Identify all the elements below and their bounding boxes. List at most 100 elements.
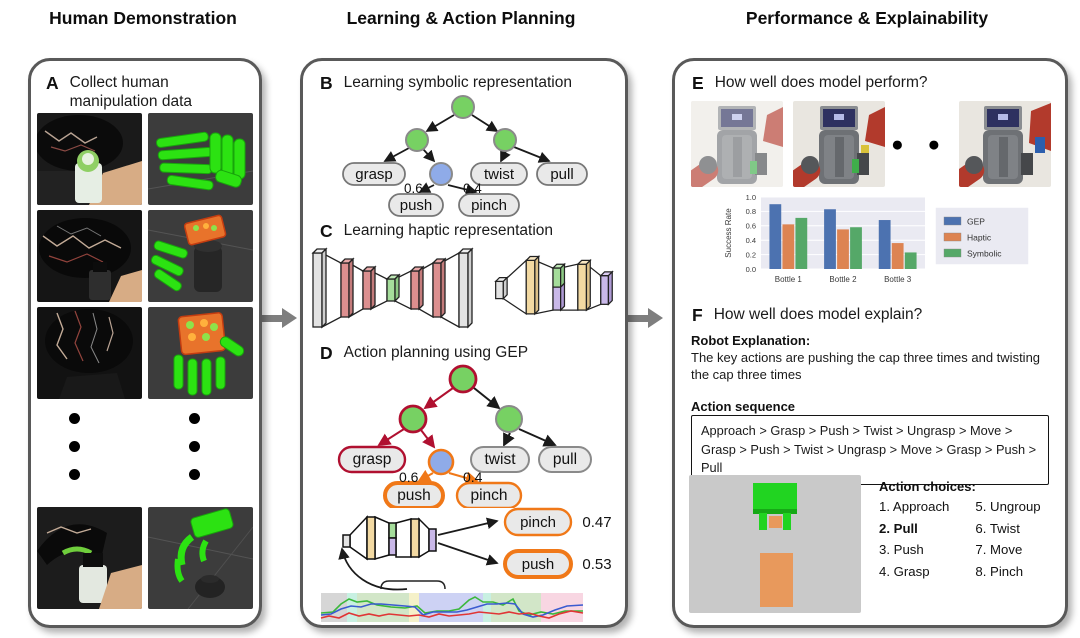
svg-text:push: push [400,197,433,214]
output-pill-pinch [503,507,573,537]
action-choice: 7. Move [975,542,1023,557]
section-f-letter: F [692,305,703,325]
column-header-performance-explainability: Performance & Explainability [745,8,989,28]
svg-text:1.0: 1.0 [746,193,756,202]
panel-learning-action-planning: B Learning symbolic representation grasp [300,58,628,628]
prob-right: 0.4 [463,469,483,485]
section-d-title: Action planning using GEP [343,344,529,361]
bottle-body [760,553,793,607]
tree-root-node [451,95,475,119]
action-choice: 1. Approach [879,499,950,514]
section-f-header: F How well does model explain? [692,305,922,325]
svg-text:Bottle 1: Bottle 1 [775,275,803,284]
svg-text:GEP: GEP [967,217,985,227]
svg-text:0.0: 0.0 [746,265,756,274]
pill-twist [470,162,528,186]
svg-text:grasp: grasp [355,166,393,183]
gep-prediction-figure: pinch 0.47 push 0.53 [320,507,612,622]
pill-pinch [458,193,520,217]
section-e-letter: E [692,73,704,93]
haptic-autoencoder-figure [311,247,474,329]
robot-explanation-heading: Robot Explanation: [691,333,811,348]
pill-pull [538,446,592,473]
action-choices-list: 1. Approach 2. Pull 3. Push 4. Grasp 5. … [879,499,1041,585]
svg-text:pinch: pinch [470,487,507,504]
tree-right-node [495,405,523,433]
tree-right-node [493,128,517,152]
svg-text:0.6: 0.6 [746,222,756,231]
photo-hand-skeleton-2 [148,210,253,302]
section-a-title: Collect human manipulation data [69,74,193,111]
output-value-push: 0.53 [582,556,611,573]
tree-root-node-highlighted [448,364,478,394]
photo-hand-skeleton-1 [148,113,253,205]
section-c-letter: C [320,221,333,241]
brace-icon [380,580,446,590]
photo-glove-bottle-4 [37,507,142,609]
photo-glove-bottle-1 [37,113,142,205]
prob-left: 0.6 [399,469,419,485]
pill-push-selected [383,481,445,508]
svg-text:0.4: 0.4 [746,236,756,245]
photo-glove-bottle-2 [37,210,142,302]
action-choice: 6. Twist [975,520,1020,536]
haptic-signal-strip [320,593,584,622]
svg-text:Bottle 3: Bottle 3 [884,275,912,284]
photo-robot-trial-1 [691,101,783,187]
section-e-title: How well does model perform? [714,74,928,91]
pill-push [388,193,444,217]
svg-text:pull: pull [550,166,573,183]
section-a-header: A Collect human manipulation data [46,73,210,112]
svg-text:grasp: grasp [353,451,392,468]
svg-text:Bottle 2: Bottle 2 [829,275,857,284]
photo-robot-trial-3 [959,101,1051,187]
svg-text:Symbolic: Symbolic [967,249,1002,259]
output-value-pinch: 0.47 [582,514,611,531]
svg-text:push: push [522,556,555,573]
section-e-header: E How well does model perform? [692,73,927,93]
svg-text:pinch: pinch [520,514,556,531]
section-b-header: B Learning symbolic representation [320,73,572,93]
symbolic-tree-figure: grasp twist pull push pinch 0.6 0.4 [342,95,588,217]
svg-text:Success Rate: Success Rate [724,208,733,258]
action-choice: 4. Grasp [879,563,930,579]
flow-arrow-icon [626,308,666,328]
action-choice: 3. Push [879,542,924,557]
panel-performance-explainability: E How well does model perform? [672,58,1068,628]
pill-twist [470,446,530,473]
photo-robot-trial-2 [793,101,885,187]
tree-left-node [405,128,429,152]
svg-text:Haptic: Haptic [967,233,992,243]
tree-or-node-highlighted [427,448,455,476]
svg-text:0.2: 0.2 [746,250,756,259]
tree-left-node-highlighted [398,404,428,434]
photo-hand-skeleton-4 [148,507,253,609]
haptic-predictor-figure [494,255,614,316]
svg-text:pull: pull [553,451,577,468]
action-choice: 2. Pull [879,520,918,536]
action-choice: 8. Pinch [975,563,1024,579]
section-b-letter: B [320,73,333,93]
column-header-human-demonstration: Human Demonstration [49,8,237,28]
action-sequence-box: Approach > Grasp > Push > Twist > Ungras… [691,415,1049,485]
photo-hand-skeleton-3 [148,307,253,399]
prob-left: 0.6 [404,181,423,196]
action-sequence-heading: Action sequence [691,399,796,414]
simulation-gripper-image [689,475,861,613]
svg-text:push: push [397,487,431,504]
section-d-header: D Action planning using GEP [320,343,528,363]
section-a-letter: A [46,73,59,93]
gep-tree-figure: grasp twist pull push pinch 0.6 0.4 [337,364,592,508]
gripper-body [753,483,797,513]
flow-arrow-icon [260,308,300,328]
svg-text:pinch: pinch [471,197,507,214]
svg-text:twist: twist [485,451,517,468]
success-rate-chart: 0.0 0.2 0.4 0.6 0.8 1.0 Success Rate Bottle 1 Bo… [724,193,1030,284]
pill-grasp [342,162,406,186]
section-b-title: Learning symbolic representation [343,74,572,91]
section-d-letter: D [320,343,333,363]
output-pill-push [503,549,573,579]
action-choices-heading: Action choices: [879,479,976,494]
photo-glove-bottle-3 [37,307,142,399]
